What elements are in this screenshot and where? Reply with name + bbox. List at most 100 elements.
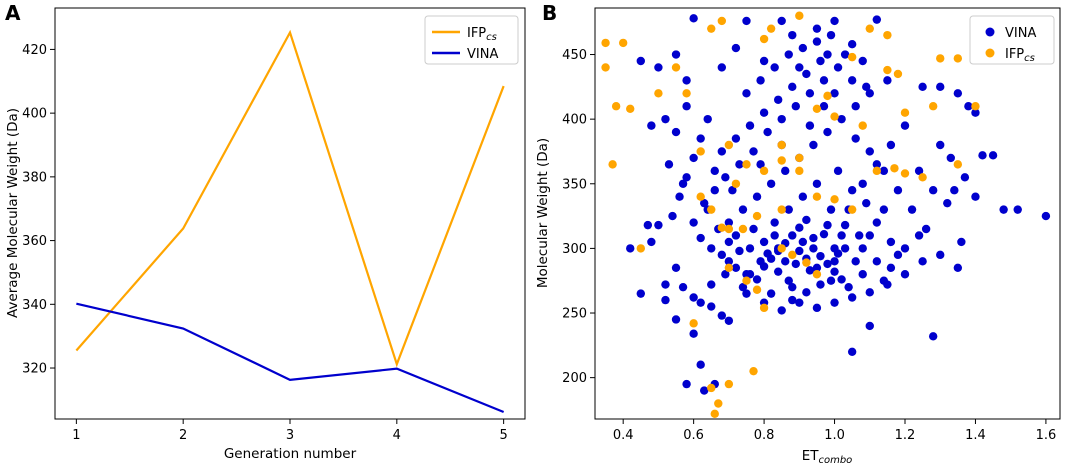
b-point-vina	[707, 280, 716, 289]
b-point-vina	[823, 50, 832, 59]
a-x-tick-label: 3	[286, 428, 294, 443]
b-point-ifp	[717, 223, 727, 232]
b-point-vina	[795, 246, 804, 256]
b-point-vina	[682, 76, 691, 85]
b-point-vina	[791, 102, 800, 111]
b-point-vina	[728, 186, 737, 195]
b-point-vina	[759, 108, 769, 117]
b-point-vina	[883, 76, 892, 85]
b-point-vina	[756, 76, 765, 85]
b-point-ifp	[654, 89, 663, 98]
b-point-vina	[671, 50, 681, 59]
b-point-vina	[879, 205, 889, 214]
b-point-vina	[791, 259, 800, 269]
b-point-vina	[953, 89, 963, 98]
b-point-vina	[661, 295, 670, 305]
panel-a-y-axis-label: Average Molecular Weight (Da)	[5, 108, 21, 318]
b-point-vina	[851, 257, 860, 266]
b-point-vina	[921, 224, 931, 234]
b-point-vina	[816, 280, 825, 289]
panel-a-legend: IFPcs VINA	[424, 15, 519, 65]
b-point-vina	[795, 63, 804, 72]
b-point-vina	[788, 295, 797, 305]
b-point-ifp	[858, 121, 867, 130]
b-point-vina	[654, 63, 663, 72]
b-point-vina	[872, 160, 882, 169]
b-point-vina	[886, 263, 896, 272]
b-point-ifp	[830, 112, 839, 121]
b-point-ifp	[731, 179, 741, 188]
panel-b-y-ticks: 200 250 300 350 400 450	[562, 48, 595, 386]
b-point-ifp	[738, 224, 748, 234]
b-point-vina	[840, 50, 850, 59]
b-point-vina	[802, 215, 811, 225]
b-point-vina	[735, 246, 744, 256]
b-point-ifp	[671, 63, 681, 72]
b-point-vina	[717, 311, 727, 320]
b-point-vina	[707, 302, 716, 311]
b-point-vina	[858, 244, 867, 253]
b-point-vina	[696, 134, 705, 143]
b-point-vina	[742, 289, 751, 298]
b-point-vina	[809, 233, 818, 243]
b-point-ifp	[900, 108, 910, 117]
b-point-vina	[749, 147, 758, 156]
a-y-tick-label: 320	[22, 362, 47, 377]
b-x-tick-label: 0.8	[754, 428, 775, 443]
b-point-vina	[936, 140, 945, 150]
b-point-vina	[759, 237, 769, 247]
b-point-vina	[837, 231, 846, 240]
b-point-vina	[689, 329, 698, 338]
b-point-vina	[826, 205, 836, 214]
b-point-vina	[844, 282, 853, 292]
b-point-vina	[682, 379, 691, 389]
b-point-ifp	[749, 366, 758, 376]
b-point-vina	[689, 14, 698, 23]
b-point-ifp	[689, 319, 698, 328]
b-point-vina	[668, 211, 677, 221]
b-point-vina	[812, 263, 822, 272]
b-point-vina	[675, 192, 684, 201]
b-y-tick-label: 250	[562, 307, 587, 322]
b-point-ifp	[830, 195, 839, 204]
a-series-line-ifp	[75, 29, 505, 368]
b-point-vina	[738, 282, 748, 292]
b-point-vina	[840, 244, 850, 253]
b-point-ifp	[928, 102, 938, 111]
b-point-vina	[763, 127, 772, 137]
b-point-ifp	[847, 52, 857, 62]
b-point-ifp	[812, 270, 822, 279]
a-y-tick-label: 380	[22, 170, 47, 185]
panel-b-scatter-chart: 200 250 300 350 400 450 0.4 0.6 0.8 1.0 1.2 1.4 1.6…	[535, 7, 1061, 466]
b-point-vina	[830, 16, 839, 26]
b-point-ifp	[883, 30, 892, 40]
b-point-vina	[826, 30, 836, 40]
b-point-vina	[710, 166, 719, 176]
panel-b-y-axis-label: Molecular Weight (Da)	[535, 138, 551, 288]
b-point-vina	[805, 266, 815, 275]
b-point-vina	[833, 166, 843, 176]
b-point-ifp	[682, 89, 691, 98]
b-point-vina	[636, 289, 645, 298]
b-x-tick-label: 0.4	[613, 428, 634, 443]
b-point-vina	[851, 102, 860, 111]
b-point-vina	[893, 250, 903, 260]
b-x-tick-label: 0.6	[683, 428, 704, 443]
b-point-ifp	[707, 383, 716, 393]
b-point-vina	[798, 192, 808, 201]
b-point-vina	[847, 293, 857, 302]
b-point-vina	[950, 186, 959, 195]
b-point-vina	[784, 276, 793, 285]
b-point-vina	[795, 223, 804, 232]
b-point-vina	[953, 263, 963, 272]
b-point-ifp	[766, 24, 776, 33]
b-point-ifp	[890, 164, 899, 173]
b-point-vina	[731, 231, 741, 240]
b-point-ifp	[812, 192, 822, 201]
b-point-ifp	[752, 285, 762, 294]
b-point-vina	[855, 231, 864, 240]
b-point-vina	[745, 270, 755, 279]
b-point-ifp	[893, 69, 903, 79]
b-point-vina	[809, 244, 818, 253]
